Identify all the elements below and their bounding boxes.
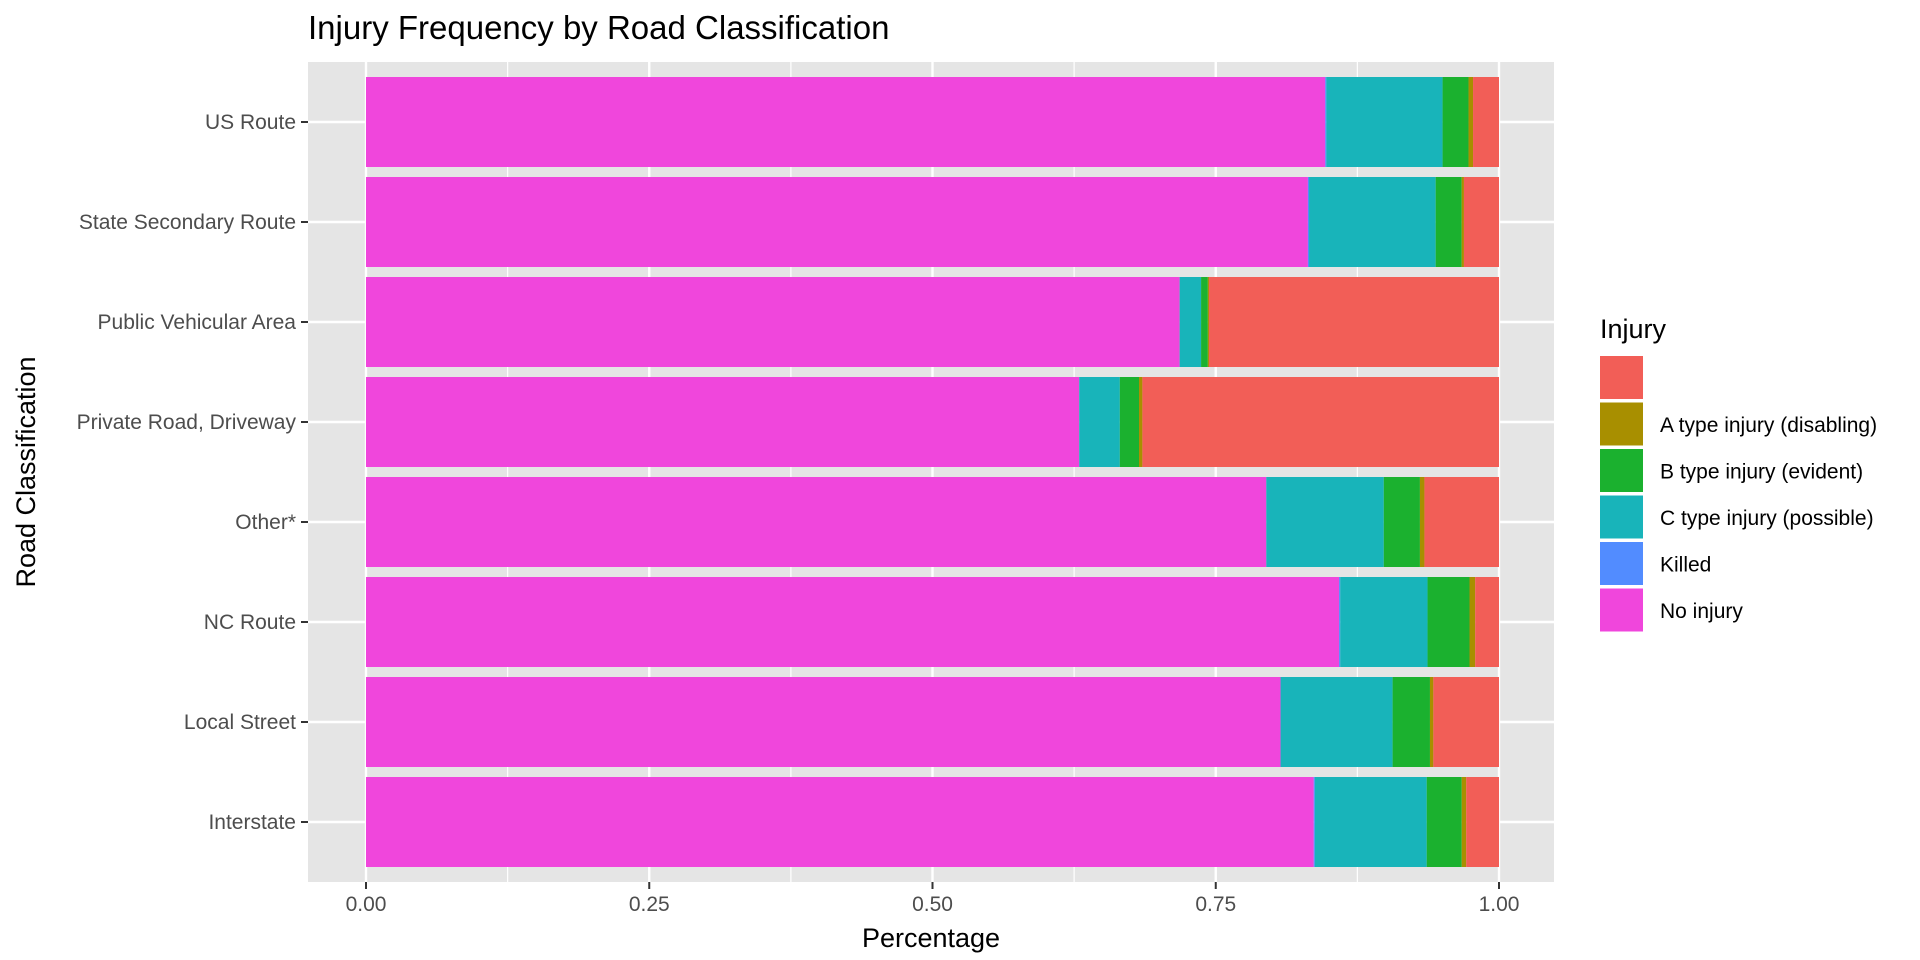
bar-segment-interstate-a-type-injury-disabling [1461,777,1467,867]
y-tick-label: Public Vehicular Area [98,311,297,334]
bar-segment-private-road-driveway-blank [1142,377,1499,467]
bar-segment-local-street-c-type-injury-possible [1280,677,1393,767]
bar-segment-public-vehicular-area-blank [1208,277,1499,367]
bar-segment-us-route-blank [1473,77,1499,167]
chart-title: Injury Frequency by Road Classification [308,9,889,46]
bars [366,77,1499,867]
bar-segment-us-route-killed [1325,77,1327,167]
bar-segment-nc-route-no-injury [366,577,1340,667]
x-tick-label: 1.00 [1479,893,1520,916]
legend-label: A type injury (disabling) [1660,414,1877,437]
bar-segment-private-road-driveway-b-type-injury-evident [1119,377,1140,467]
bar-segment-other-c-type-injury-possible [1266,477,1384,567]
legend-key-no-injury [1600,588,1643,632]
bar-segment-local-street-blank [1433,677,1499,767]
bar-segment-nc-route-killed [1339,577,1341,667]
bar-segment-nc-route-b-type-injury-evident [1427,577,1470,667]
bar-segment-interstate-no-injury [366,777,1314,867]
bar-segment-private-road-driveway-no-injury [366,377,1080,467]
x-tick-label: 0.50 [912,893,953,916]
legend-key-blank [1600,356,1643,399]
y-tick-label: Local Street [184,711,296,734]
bar-segment-us-route-c-type-injury-possible [1326,77,1443,167]
y-tick-label: Interstate [208,811,296,834]
x-tick-label: 0.00 [346,893,387,916]
y-tick-label: Other* [235,511,296,534]
bar-segment-state-secondary-route-b-type-injury-evident [1435,177,1462,267]
y-axis: US Route State Secondary Route Public Vehi… [77,111,308,834]
bar-segment-interstate-killed [1313,777,1315,867]
bar-segment-other-a-type-injury-disabling [1419,477,1425,567]
legend-title: Injury [1600,314,1667,344]
bar-segment-state-secondary-route-a-type-injury-disabling [1461,177,1464,267]
bar-segment-other-no-injury [366,477,1267,567]
y-tick-label: NC Route [204,611,296,634]
legend-key-c-type-injury-possible [1600,495,1643,539]
bar-segment-private-road-driveway-a-type-injury-disabling [1139,377,1143,467]
bar-segment-other-b-type-injury-evident [1383,477,1420,567]
bar-segment-public-vehicular-area-c-type-injury-possible [1179,277,1202,367]
bar-segment-local-street-a-type-injury-disabling [1429,677,1434,767]
bar-segment-public-vehicular-area-a-type-injury-disabling [1207,277,1209,367]
bar-segment-interstate-b-type-injury-evident [1426,777,1462,867]
legend-label: C type injury (possible) [1660,507,1874,530]
bar-segment-us-route-a-type-injury-disabling [1468,77,1474,167]
legend-label: No injury [1660,600,1743,623]
bar-segment-public-vehicular-area-b-type-injury-evident [1201,277,1208,367]
legend: Injury A type injury (disabling) B type i… [1600,314,1877,632]
x-tick-label: 0.25 [629,893,670,916]
legend-label: B type injury (evident) [1660,461,1863,484]
bar-segment-us-route-no-injury [366,77,1326,167]
legend-label: Killed [1660,554,1711,577]
bar-segment-interstate-blank [1466,777,1499,867]
bar-segment-state-secondary-route-killed [1307,177,1310,267]
y-tick-label: US Route [205,111,296,134]
bar-segment-private-road-driveway-c-type-injury-possible [1079,377,1120,467]
legend-key-killed [1600,542,1643,585]
x-tick-label: 0.75 [1195,893,1236,916]
y-tick-label: Private Road, Driveway [77,411,297,434]
bar-segment-state-secondary-route-blank [1463,177,1499,267]
bar-segment-local-street-b-type-injury-evident [1392,677,1430,767]
y-axis-title: Road Classification [11,356,41,587]
bar-segment-nc-route-c-type-injury-possible [1340,577,1428,667]
legend-key-b-type-injury-evident [1600,449,1643,492]
bar-segment-other-blank [1424,477,1499,567]
x-axis: 0.00 0.25 0.50 0.75 1.00 [346,882,1520,916]
x-axis-title: Percentage [862,923,1000,953]
legend-key-a-type-injury-disabling [1600,402,1643,446]
bar-segment-local-street-no-injury [366,677,1281,767]
bar-segment-public-vehicular-area-no-injury [366,277,1180,367]
y-tick-label: State Secondary Route [79,211,296,234]
bar-segment-us-route-b-type-injury-evident [1442,77,1469,167]
bar-segment-interstate-c-type-injury-possible [1314,777,1427,867]
bar-segment-nc-route-blank [1475,577,1499,667]
bar-segment-nc-route-a-type-injury-disabling [1469,577,1476,667]
bar-segment-state-secondary-route-no-injury [366,177,1308,267]
bar-segment-state-secondary-route-c-type-injury-possible [1309,177,1436,267]
